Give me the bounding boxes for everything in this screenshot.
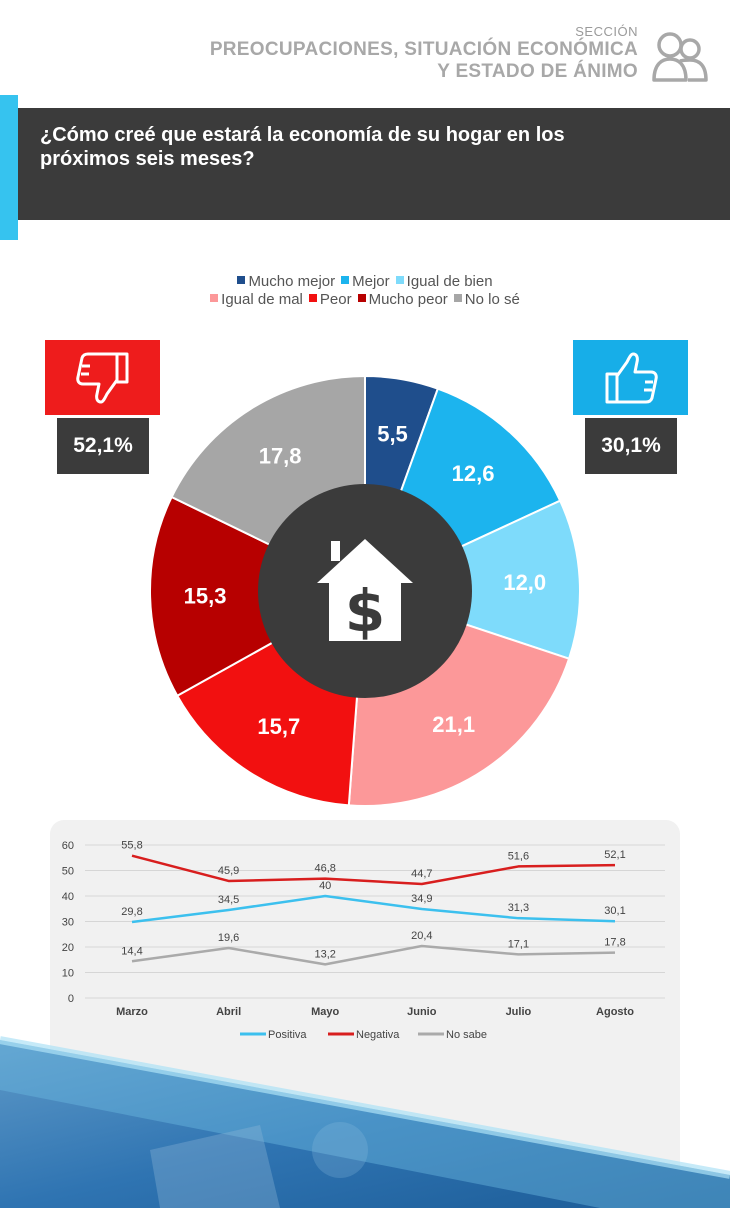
data-label-no-sabe: 14,4 xyxy=(121,945,142,957)
data-label-positiva: 34,5 xyxy=(218,894,239,906)
pie-label-igual-de-mal: 21,1 xyxy=(432,712,475,737)
x-tick-label-julio: Julio xyxy=(506,1006,532,1018)
y-tick-label: 20 xyxy=(62,942,74,954)
legend-label: No lo sé xyxy=(464,291,520,308)
line-legend-no-sabe: No sabe xyxy=(418,1029,487,1041)
pie-legend-row1: Mucho mejor Mejor Igual de bien xyxy=(0,273,730,290)
legend-item-igual-de-bien: Igual de bien xyxy=(395,273,493,290)
data-label-negativa: 44,7 xyxy=(411,868,432,880)
line-legend-positiva: Positiva xyxy=(240,1029,307,1041)
data-label-negativa: 46,8 xyxy=(314,863,335,875)
pie-slice-mucho-peor xyxy=(149,495,368,698)
house-dollar-icon: $ xyxy=(317,539,413,645)
legend-label: Mucho peor xyxy=(368,291,448,308)
data-label-positiva: 40 xyxy=(319,880,331,892)
data-label-negativa: 52,1 xyxy=(604,849,625,861)
question-line2: próximos seis meses? xyxy=(40,148,255,170)
section-header: SECCIÓN PREOCUPACIONES, SITUACIÓN ECONÓM… xyxy=(210,24,638,83)
section-title-line2: Y ESTADO DE ÁNIMO xyxy=(437,61,638,82)
x-tick-label-agosto: Agosto xyxy=(596,1006,634,1018)
pie-label-peor: 15,7 xyxy=(257,714,300,739)
data-label-no-sabe: 13,2 xyxy=(314,948,335,960)
pie-label-mucho-mejor: 5,5 xyxy=(377,421,408,446)
y-tick-label: 10 xyxy=(62,968,74,980)
y-tick-label: 0 xyxy=(68,993,74,1005)
x-tick-label-marzo: Marzo xyxy=(116,1006,148,1018)
legend-swatch xyxy=(357,294,366,302)
y-tick-label: 30 xyxy=(62,917,74,929)
y-tick-label: 60 xyxy=(62,840,74,852)
legend-item-mucho-peor: Mucho peor xyxy=(357,291,448,308)
pie-label-igual-de-bien: 12,0 xyxy=(503,570,546,595)
positive-total-value: 30,1% xyxy=(585,418,677,474)
svg-text:Negativa: Negativa xyxy=(356,1029,400,1041)
legend-swatch xyxy=(237,276,246,284)
pie-slice-igual-de-bien xyxy=(362,499,581,660)
legend-item-mucho-mejor: Mucho mejor xyxy=(237,273,335,290)
legend-label: Peor xyxy=(319,291,352,308)
legend-item-no-lo-se: No lo sé xyxy=(453,291,520,308)
negative-total-value: 52,1% xyxy=(57,418,149,474)
svg-text:Positiva: Positiva xyxy=(268,1029,307,1041)
pie-label-mejor: 12,6 xyxy=(452,461,495,486)
y-tick-label: 50 xyxy=(62,866,74,878)
data-label-positiva: 30,1 xyxy=(604,905,625,917)
legend-swatch xyxy=(210,294,219,302)
data-label-negativa: 51,6 xyxy=(508,850,529,862)
donut-chart: 5,5 12,6 12,0 21,1 15,7 15,3 17,8 $ xyxy=(149,374,581,807)
series-line-no-sabe xyxy=(131,944,616,966)
data-label-no-sabe: 19,6 xyxy=(218,932,239,944)
pie-label-no-lo-se: 17,8 xyxy=(259,443,302,468)
legend-label: Igual de bien xyxy=(406,273,493,290)
data-label-negativa: 45,9 xyxy=(218,865,239,877)
footer-banknote-decoration xyxy=(0,1036,730,1208)
data-label-positiva: 34,9 xyxy=(411,893,432,905)
data-label-no-sabe: 17,1 xyxy=(508,938,529,950)
series-line-positiva xyxy=(131,894,616,924)
series-line-negativa xyxy=(131,854,616,886)
svg-text:$: $ xyxy=(345,577,385,645)
question-line1: ¿Cómo creé que estará la economía de su … xyxy=(40,124,565,146)
legend-swatch xyxy=(395,276,404,284)
positive-badge xyxy=(573,340,688,415)
legend-item-peor: Peor xyxy=(308,291,352,308)
section-label: SECCIÓN xyxy=(575,24,638,39)
pie-legend-row2: Igual de mal Peor Mucho peor No lo sé xyxy=(0,291,730,308)
people-icon xyxy=(652,32,708,82)
line-chart: 0 10 20 30 40 50 60 Marzo Abril Mayo Junio Julio Ago… xyxy=(62,840,665,1041)
pie-label-mucho-peor: 15,3 xyxy=(184,584,227,609)
data-label-positiva: 31,3 xyxy=(508,902,529,914)
legend-item-mejor: Mejor xyxy=(341,273,390,290)
question-accent-bar xyxy=(0,95,18,240)
legend-swatch xyxy=(453,294,462,302)
x-tick-label-mayo: Mayo xyxy=(311,1006,339,1018)
svg-text:No sabe: No sabe xyxy=(446,1029,487,1041)
legend-swatch xyxy=(308,294,317,302)
data-label-negativa: 55,8 xyxy=(121,840,142,852)
legend-label: Mejor xyxy=(352,273,390,290)
line-legend-negativa: Negativa xyxy=(328,1029,400,1041)
negative-badge xyxy=(45,340,160,415)
legend-label: Igual de mal xyxy=(221,291,303,308)
question-banner: ¿Cómo creé que estará la economía de su … xyxy=(18,108,730,220)
data-label-no-sabe: 20,4 xyxy=(411,930,432,942)
legend-item-igual-de-mal: Igual de mal xyxy=(210,291,303,308)
data-label-no-sabe: 17,8 xyxy=(604,937,625,949)
x-tick-label-junio: Junio xyxy=(407,1006,437,1018)
thumbs-down-icon xyxy=(76,352,129,404)
thumbs-up-icon xyxy=(605,352,658,404)
y-tick-label: 40 xyxy=(62,891,74,903)
x-tick-label-abril: Abril xyxy=(216,1006,241,1018)
legend-label: Mucho mejor xyxy=(248,273,336,290)
section-title-line1: PREOCUPACIONES, SITUACIÓN ECONÓMICA xyxy=(209,39,638,60)
legend-swatch xyxy=(341,276,350,284)
question-text: ¿Cómo creé que estará la economía de su … xyxy=(40,123,680,171)
data-label-positiva: 29,8 xyxy=(121,906,142,918)
